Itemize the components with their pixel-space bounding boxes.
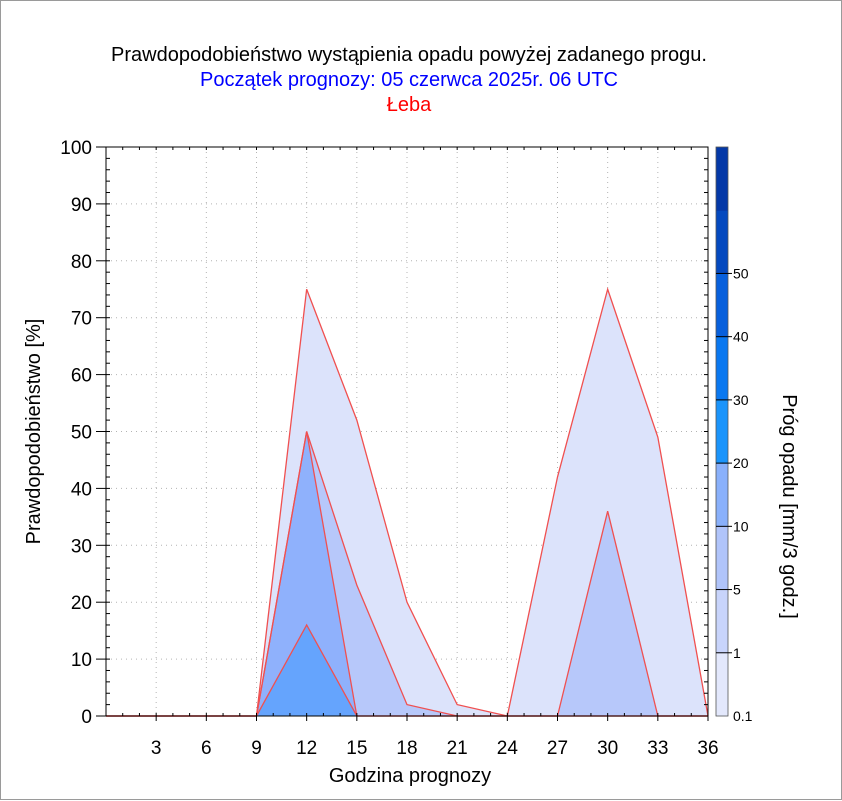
x-tick-label: 18 — [396, 738, 417, 759]
x-tick-label: 9 — [251, 738, 262, 759]
y-tick-label: 50 — [71, 423, 92, 444]
colorbar: 0.1 1 5 10 20 30 40 50 — [715, 146, 753, 724]
colorbar-band — [716, 273, 728, 338]
colorbar-band — [716, 147, 728, 211]
colorbar-tick-label: 50 — [733, 265, 749, 281]
x-tick-label: 15 — [346, 738, 367, 759]
x-tick-label: 3 — [151, 738, 162, 759]
y-tick-label: 90 — [71, 195, 92, 216]
y-tick-label: 80 — [71, 252, 92, 273]
area-threshold-1 — [106, 431, 708, 716]
colorbar-tick-label: 20 — [733, 455, 749, 471]
x-tick-label: 33 — [647, 738, 668, 759]
chart-subtitle: Początek prognozy: 05 czerwca 2025r. 06 … — [200, 69, 618, 91]
x-tick-label: 30 — [597, 738, 618, 759]
x-tick-label: 21 — [447, 738, 468, 759]
y-tick-label: 0 — [81, 707, 92, 728]
colorbar-band — [716, 463, 728, 527]
location-label: Łeba — [387, 94, 432, 116]
y-axis-label: Prawdopodobieństwo [%] — [23, 319, 45, 545]
colorbar-tick-label: 0.1 — [733, 708, 753, 724]
axis-ticks: 3 6 9 12 15 18 21 24 27 30 33 360102030405060708090… — [60, 138, 718, 759]
y-tick-label: 40 — [71, 479, 92, 500]
colorbar-band — [716, 652, 728, 717]
chart-title: Prawdopodobieństwo wystąpienia opadu pow… — [111, 44, 707, 66]
y-tick-label: 100 — [60, 138, 92, 159]
colorbar-band — [716, 526, 728, 591]
y-tick-label: 70 — [71, 309, 92, 330]
colorbar-band — [716, 210, 728, 274]
y-tick-label: 20 — [71, 593, 92, 614]
colorbar-tick-label: 10 — [733, 518, 749, 534]
x-tick-label: 12 — [296, 738, 317, 759]
x-axis-label: Godzina prognozy — [329, 765, 491, 787]
colorbar-label: Próg opadu [mm/3 godz.] — [778, 394, 800, 619]
y-tick-label: 30 — [71, 536, 92, 557]
colorbar-border — [715, 146, 729, 717]
colorbar-band — [716, 336, 728, 401]
x-tick-label: 36 — [697, 738, 718, 759]
colorbar-tick-label: 40 — [733, 329, 749, 345]
x-tick-label: 27 — [547, 738, 568, 759]
colorbar-tick-label: 1 — [733, 645, 741, 661]
y-tick-label: 10 — [71, 650, 92, 671]
colorbar-tick-label: 30 — [733, 392, 749, 408]
colorbar-tick-label: 5 — [733, 582, 741, 598]
y-tick-label: 60 — [71, 366, 92, 387]
colorbar-band — [716, 589, 728, 654]
x-tick-label: 24 — [497, 738, 519, 759]
colorbar-band — [716, 399, 728, 464]
x-tick-label: 6 — [201, 738, 212, 759]
area-threshold-0_1 — [106, 289, 708, 716]
